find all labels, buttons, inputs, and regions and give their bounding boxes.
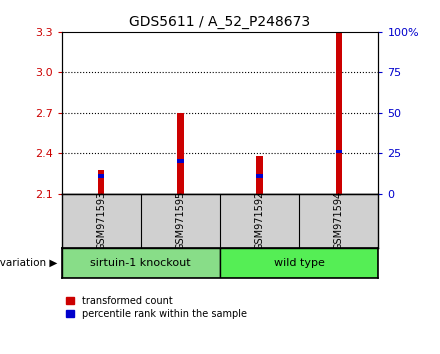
Bar (98, 174, 104, 178)
Text: GSM971592: GSM971592 (255, 191, 264, 250)
Legend: transformed count, percentile rank within the sample: transformed count, percentile rank withi… (66, 296, 247, 319)
Text: sirtuin-1 knockout: sirtuin-1 knockout (91, 258, 191, 268)
Bar (62, 248, 220, 278)
Text: GSM971594: GSM971594 (334, 191, 344, 250)
Bar (177, 113, 183, 194)
Bar (220, 248, 378, 278)
Bar (336, 32, 342, 194)
Bar (98, 170, 104, 194)
Bar (257, 174, 263, 178)
Text: GSM971595: GSM971595 (176, 191, 185, 250)
Title: GDS5611 / A_52_P248673: GDS5611 / A_52_P248673 (129, 16, 311, 29)
Bar (336, 150, 342, 153)
Bar (177, 159, 183, 163)
Text: GSM971593: GSM971593 (96, 191, 106, 250)
Text: wild type: wild type (274, 258, 325, 268)
Text: genotype/variation ▶: genotype/variation ▶ (0, 258, 57, 268)
Bar (257, 156, 263, 194)
